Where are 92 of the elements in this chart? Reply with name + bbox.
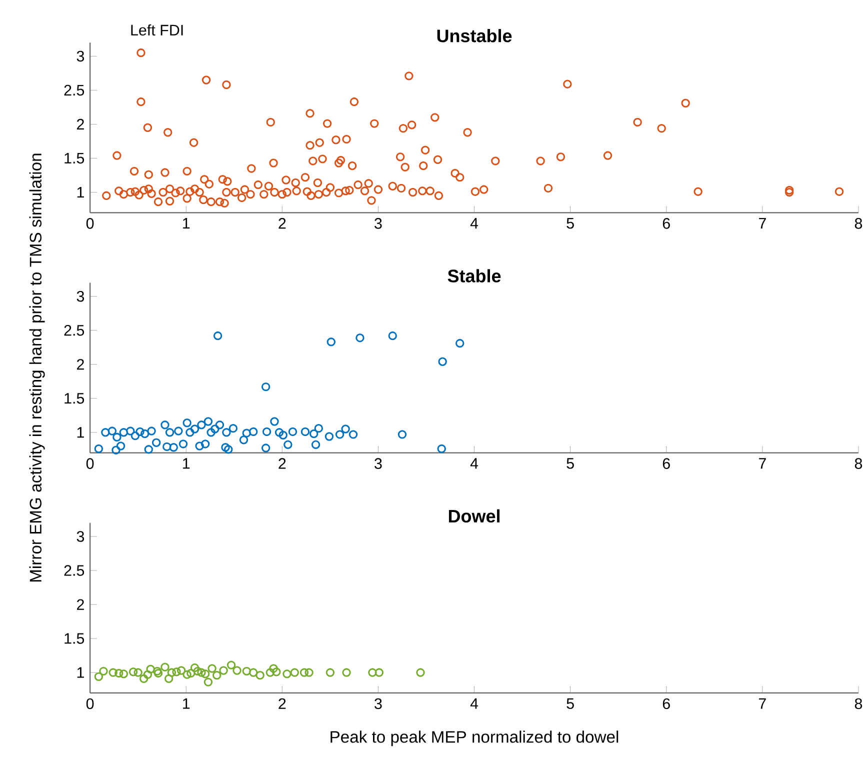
chart-title: Stable (448, 269, 501, 282)
x-tick-label: 3 (374, 218, 382, 229)
y-tick-label: 2.5 (64, 84, 84, 96)
point (176, 666, 186, 675)
point (326, 668, 335, 677)
point (290, 668, 300, 677)
point (119, 670, 128, 678)
x-tick-label: 6 (662, 698, 670, 710)
point (226, 660, 236, 670)
point (256, 670, 264, 680)
point (99, 666, 108, 676)
point (143, 670, 152, 679)
y-tick-label: 2 (76, 599, 84, 610)
point (154, 668, 163, 678)
point (186, 668, 196, 678)
y-tick-label: 3 (76, 50, 84, 62)
y-tick-label: 1 (77, 427, 84, 438)
y-tick-label: 1 (77, 667, 84, 678)
x-tick-label: 0 (86, 698, 94, 710)
x-tick-label: 7 (758, 698, 766, 709)
x-tick-label: 4 (470, 698, 478, 709)
point (272, 667, 281, 676)
x-tick-label: 0 (86, 458, 94, 469)
y-tick-label: 2.5 (64, 324, 84, 336)
x-axis-title: Peak to peak MEP normalized to dowel (330, 730, 618, 746)
point (139, 674, 148, 684)
point (108, 668, 118, 677)
point (152, 666, 162, 676)
x-tick-label: 8 (854, 698, 862, 710)
point (160, 662, 170, 672)
point (128, 667, 138, 676)
x-tick-label: 2 (278, 458, 286, 469)
y-axis-title: Mirror EMG activity in resting hand prior to TMS simulation (29, 154, 45, 582)
x-tick-label: 7 (758, 218, 766, 229)
point (200, 670, 210, 678)
chart-title: Unstable (437, 29, 512, 42)
y-tick-label: 1.5 (64, 152, 84, 164)
point (164, 674, 174, 684)
x-tick-label: 2 (278, 698, 286, 709)
point (232, 666, 242, 675)
y-tick-label: 1 (77, 187, 84, 198)
x-tick-label: 2 (278, 218, 286, 229)
point (146, 664, 155, 674)
x-tick-label: 8 (854, 218, 862, 229)
x-tick-label: 6 (662, 458, 670, 469)
point (94, 672, 104, 681)
point (266, 668, 275, 677)
y-tick-label: 3 (76, 290, 84, 302)
y-tick-label: 3 (76, 531, 84, 542)
y-tick-label: 2 (76, 118, 84, 130)
point (167, 668, 176, 677)
point (304, 668, 314, 677)
point (416, 668, 425, 677)
x-tick-label: 5 (566, 218, 574, 229)
x-tick-label: 1 (183, 458, 190, 469)
x-tick-label: 1 (183, 698, 190, 709)
point (282, 670, 292, 678)
x-tick-label: 6 (662, 218, 670, 229)
point (368, 668, 377, 677)
x-tick-label: 8 (854, 458, 862, 469)
x-tick-label: 1 (183, 218, 190, 229)
point (242, 666, 251, 676)
point (190, 663, 200, 672)
point (212, 670, 222, 680)
x-tick-label: 5 (566, 458, 574, 469)
x-tick-label: 0 (86, 218, 94, 229)
y-tick-label: 2.5 (64, 565, 84, 576)
point (172, 667, 181, 676)
point (197, 668, 206, 677)
y-tick-label: 1.5 (64, 633, 84, 644)
point (269, 664, 278, 673)
point (342, 668, 351, 677)
chart-title: Dowel (448, 509, 500, 523)
point (208, 664, 216, 673)
point (114, 668, 124, 678)
point (248, 668, 258, 677)
point (374, 668, 384, 677)
x-tick-label: 7 (758, 458, 766, 469)
y-tick-label: 1.5 (64, 393, 84, 404)
point (219, 666, 228, 675)
x-tick-label: 3 (374, 458, 382, 469)
x-tick-label: 4 (470, 218, 478, 229)
point (300, 668, 309, 677)
point (134, 668, 142, 677)
point (182, 670, 192, 679)
point (193, 666, 202, 676)
x-tick-label: 3 (374, 698, 382, 710)
text: Left FDI (131, 24, 183, 36)
x-tick-label: 5 (566, 698, 574, 709)
x-tick-label: 4 (470, 458, 478, 469)
point (204, 678, 213, 686)
y-tick-label: 2 (76, 359, 84, 370)
